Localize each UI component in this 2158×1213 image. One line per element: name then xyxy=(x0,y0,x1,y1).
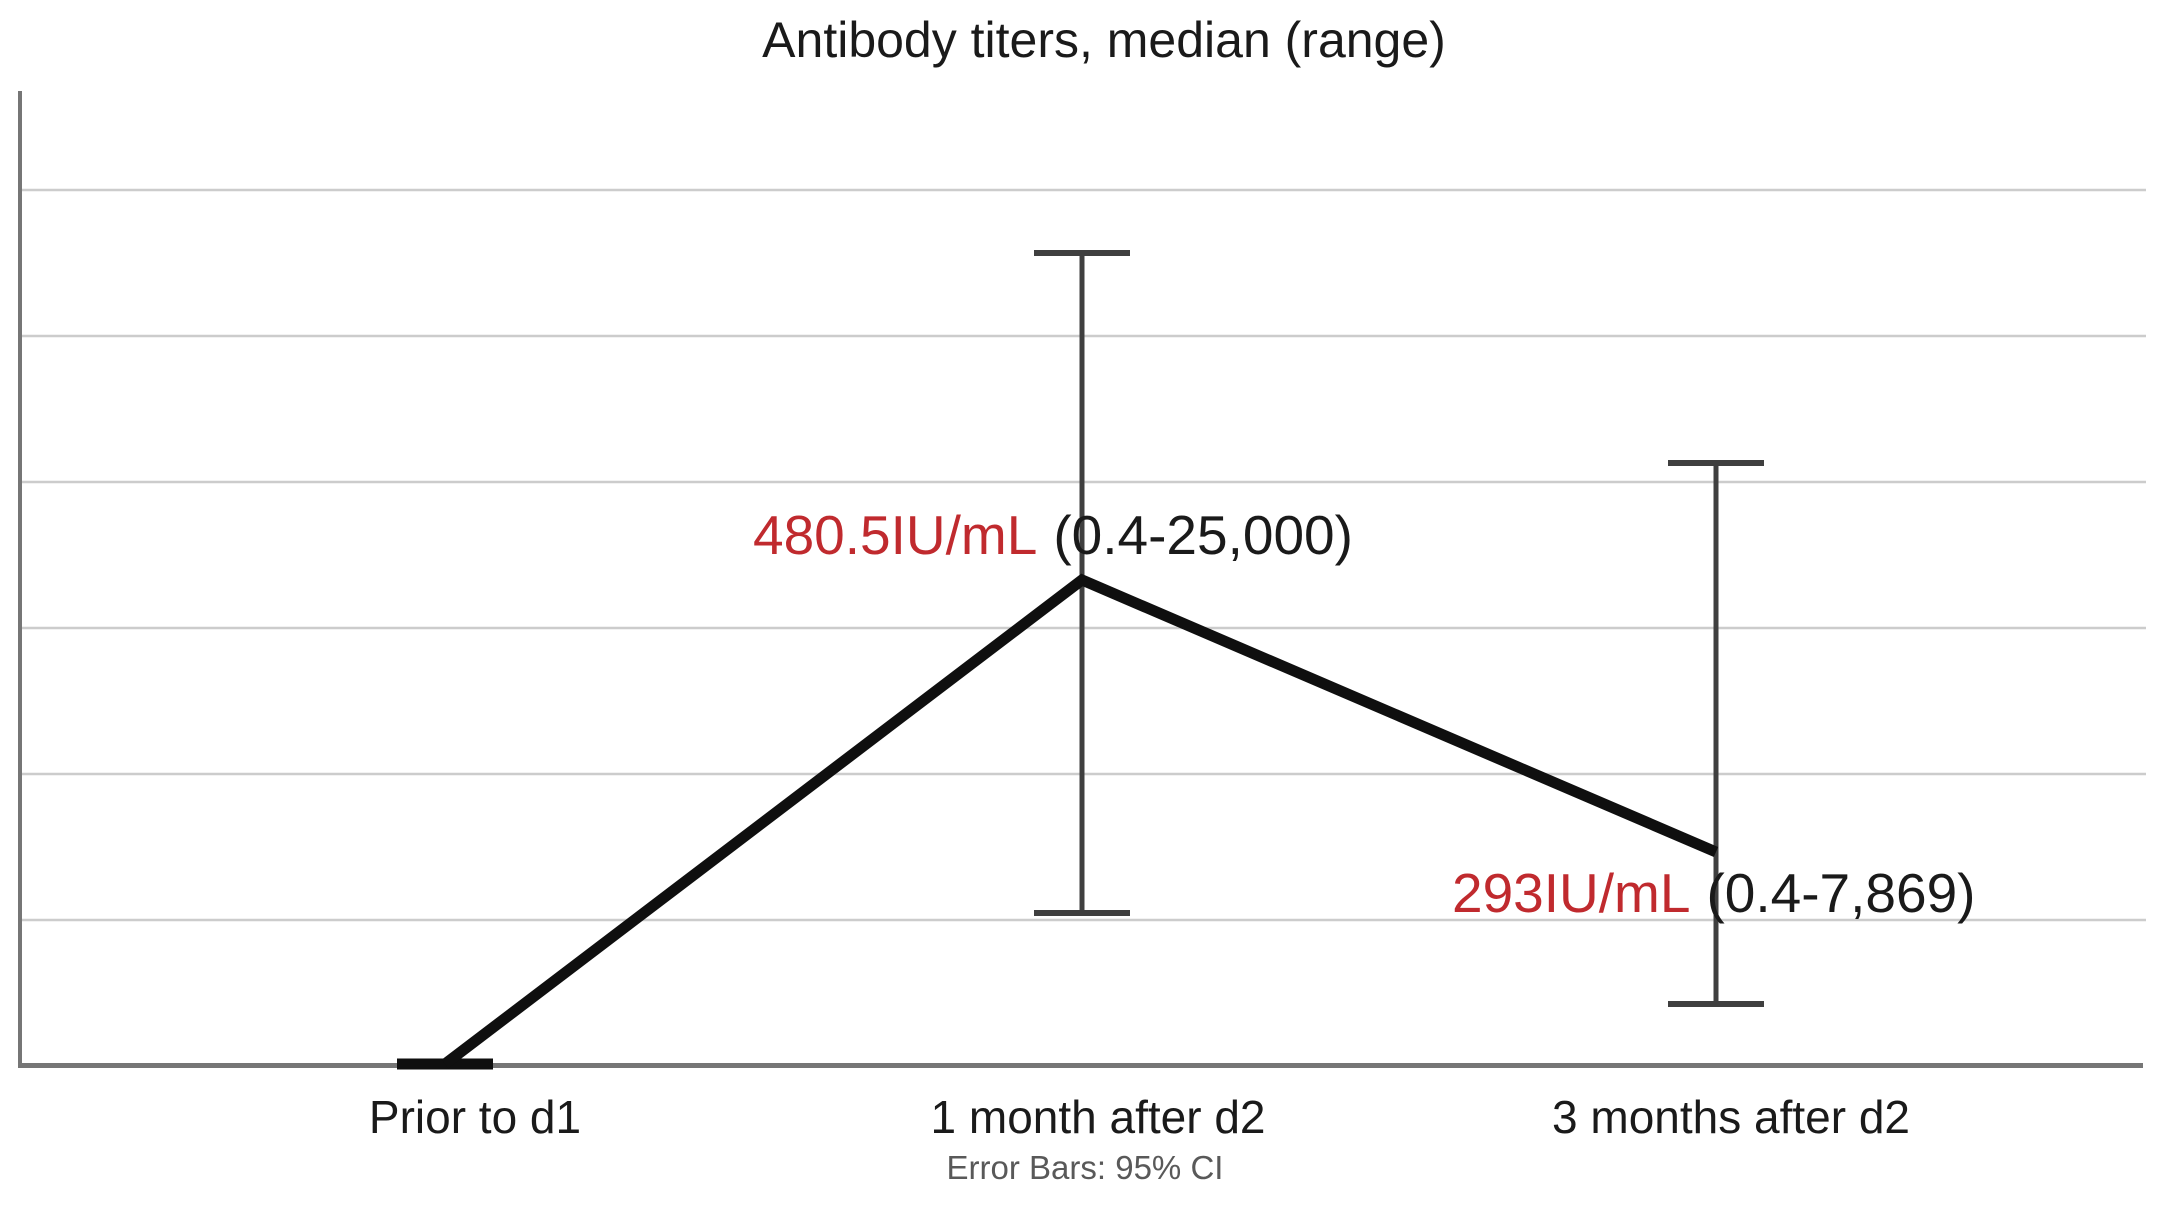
x-axis-label-3-months-after-d2: 3 months after d2 xyxy=(1552,1091,1910,1143)
annotation-1-median-value: 480.5IU/mL xyxy=(753,504,1038,566)
annotation-1-range: (0.4-25,000) xyxy=(1053,504,1353,566)
annotation-3-months: 293IU/mL (0.4-7,869) xyxy=(1452,862,1976,925)
annotation-3-median-value: 293IU/mL xyxy=(1452,862,1691,924)
chart-title: Antibody titers, median (range) xyxy=(762,12,1446,68)
annotation-1-month: 480.5IU/mL (0.4-25,000) xyxy=(753,504,1353,567)
x-axis-label-1-month-after-d2: 1 month after d2 xyxy=(930,1091,1266,1143)
error-bars-footnote: Error Bars: 95% CI xyxy=(946,1149,1224,1186)
annotation-3-range: (0.4-7,869) xyxy=(1706,862,1976,924)
median-data-line xyxy=(441,573,1719,1069)
x-axis-label-prior-to-d1: Prior to d1 xyxy=(368,1091,582,1143)
